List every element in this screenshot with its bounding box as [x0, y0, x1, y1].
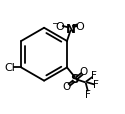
Text: O: O: [62, 81, 70, 91]
Text: O: O: [79, 67, 88, 77]
Text: F: F: [93, 79, 99, 89]
Text: N: N: [66, 23, 76, 36]
Text: O: O: [75, 22, 84, 32]
Text: F: F: [92, 71, 97, 81]
Text: Cl: Cl: [5, 63, 16, 73]
Text: O: O: [56, 22, 64, 32]
Text: S: S: [70, 73, 79, 86]
Text: F: F: [85, 89, 91, 99]
Text: −: −: [51, 18, 59, 27]
